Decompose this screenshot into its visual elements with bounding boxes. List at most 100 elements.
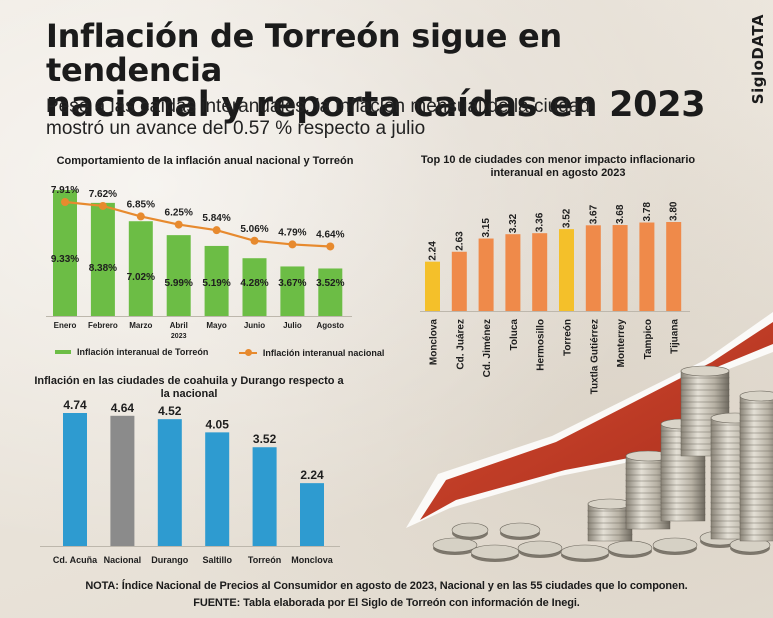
chart2-bar-label: 3.68 <box>615 204 626 224</box>
title-line-1: Inflación de Torreón sigue en tendencia <box>46 17 562 89</box>
chart1-bar-torreon <box>242 258 267 316</box>
chart2-bar <box>559 229 574 311</box>
chart1-bar-label: 8.38% <box>89 263 117 274</box>
chart2-x-tick: Cd. Jiménez <box>482 319 493 377</box>
chart2-bar-label: 2.24 <box>428 241 439 261</box>
chart2-x-tick: Tampico <box>643 319 654 359</box>
chart3-bar-label: 4.52 <box>158 404 182 418</box>
chart3-bar <box>110 415 135 546</box>
chart1-point-label: 7.62% <box>89 189 117 200</box>
chart1-point-nacional <box>288 240 297 249</box>
chart3-x-tick: Torreón <box>248 555 281 565</box>
chart3-bar <box>300 483 324 546</box>
chart2-bar-label: 2.63 <box>454 231 465 251</box>
chart1-point-label: 6.25% <box>165 208 193 219</box>
chart2-bar <box>451 251 467 311</box>
chart1-x-tick: Agosto <box>317 321 345 330</box>
chart3-title: Inflación en las ciudades de coahuila y … <box>34 375 344 401</box>
chart2-bar-label: 3.15 <box>481 218 492 238</box>
chart2-bar <box>532 233 548 311</box>
chart3-x-tick: Saltillo <box>202 555 232 565</box>
chart3-bar-label: 4.74 <box>63 398 87 412</box>
chart1-x-tick: Marzo <box>129 321 152 330</box>
chart1-x-tick: Enero <box>54 321 77 330</box>
chart1-x-tick: Febrero <box>88 321 118 330</box>
chart3-bar <box>205 432 230 546</box>
chart1-bar-label: 5.99% <box>165 278 193 289</box>
chart1-point-label: 5.06% <box>240 224 268 235</box>
chart1-line-nacional <box>64 200 331 248</box>
chart1-bar-label: 3.67% <box>278 278 306 289</box>
legend-swatch-green <box>55 350 71 354</box>
chart1-x-tick: Abril <box>170 321 188 330</box>
chart1-bar-torreon <box>280 266 305 316</box>
chart1-bar-torreon <box>90 202 115 316</box>
chart2-x-tick: Monclova <box>429 319 440 366</box>
chart1-bar-torreon <box>318 268 343 316</box>
chart2-x-tick: Hermosillo <box>536 319 547 371</box>
chart1-point-nacional <box>98 201 107 210</box>
chart1-point-label: 6.85% <box>127 199 155 210</box>
chart1-point-label: 4.79% <box>278 227 306 238</box>
infographic-title: Inflación de Torreón sigue en tendencia … <box>46 17 726 126</box>
chart2-bar <box>478 238 494 311</box>
footer-note: NOTA: Índice Nacional de Precios al Cons… <box>85 580 688 592</box>
chart3-x-tick: Durango <box>151 555 189 565</box>
chart2-x-tick: Monterrey <box>616 319 627 368</box>
legend-line-orange <box>238 349 257 356</box>
chart2-bar-label: 3.36 <box>535 212 546 232</box>
chart1-bar-label: 3.52% <box>316 278 344 289</box>
chart1-bar-torreon <box>128 221 153 316</box>
chart1-legend: Inflación interanual de Torreón Inflació… <box>55 346 412 358</box>
legend-item-nacional: Inflación interanual nacional <box>238 348 385 358</box>
chart2-bar <box>425 261 440 311</box>
title-line-2: nacional y reporta caídas en 2023 <box>46 85 706 126</box>
chart2-bar <box>505 234 521 311</box>
chart1-point-nacional <box>250 236 259 245</box>
chart2-bar <box>639 222 655 311</box>
chart2-bar <box>612 225 628 311</box>
chart2-x-tick: Cd. Juárez <box>455 319 466 370</box>
chart1-bar-label: 7.02% <box>127 272 155 283</box>
chart2-bar-label: 3.80 <box>669 201 680 221</box>
chart1-bar-label: 4.28% <box>240 278 268 289</box>
chart3-x-tick: Monclova <box>291 555 334 565</box>
chart3-bar <box>252 447 277 546</box>
chart2-x-tick: Tijuana <box>670 319 681 354</box>
chart1-point-nacional <box>212 226 221 235</box>
chart1-bar-torreon <box>204 245 229 316</box>
chart3-x-tick: Cd. Acuña <box>53 555 98 565</box>
chart1-point-nacional <box>61 198 69 206</box>
chart1-x-tick: Junio <box>244 321 265 330</box>
chart2-bar <box>666 222 682 311</box>
chart1-x-tick: Julio <box>283 321 302 330</box>
chart1-point-nacional <box>136 212 145 221</box>
chart1-point-nacional <box>174 220 183 229</box>
chart2-bar-label: 3.78 <box>642 202 653 222</box>
chart1-x-tick: Mayo <box>206 321 227 330</box>
chart3-bar-label: 4.64 <box>111 401 135 415</box>
legend-label-nacional: Inflación interanual nacional <box>262 348 385 358</box>
chart3-bar-label: 3.52 <box>253 432 277 446</box>
chart2-x-tick: Tuxtla Gutiérrez <box>589 319 600 394</box>
chart1-bar-label: 9.33% <box>51 254 79 265</box>
chart1-x-tick-year: 2023 <box>171 333 187 340</box>
chart3-bar-label: 4.05 <box>206 417 230 431</box>
chart1-bar-torreon <box>53 190 77 316</box>
chart3-bar-label: 2.24 <box>300 468 324 482</box>
chart2-title: Top 10 de ciudades con menor impacto inf… <box>420 154 696 180</box>
chart2-x-tick: Torreón <box>563 319 574 356</box>
chart2-bar-label: 3.32 <box>508 213 519 233</box>
legend-item-torreon: Inflación interanual de Torreón <box>55 347 208 357</box>
chart2-bar-label: 3.52 <box>562 208 573 228</box>
chart3-bar <box>157 419 182 546</box>
legend-label-torreon: Inflación interanual de Torreón <box>77 347 209 357</box>
chart1-point-label: 5.84% <box>202 213 230 224</box>
chart1-title: Comportamiento de la inflación anual nac… <box>56 155 354 167</box>
chart1-bar-torreon <box>166 235 191 316</box>
infographic-subtitle: Pese a las caídas interanuales, la infla… <box>46 96 590 139</box>
chart1-point-label: 7.91% <box>51 185 79 196</box>
